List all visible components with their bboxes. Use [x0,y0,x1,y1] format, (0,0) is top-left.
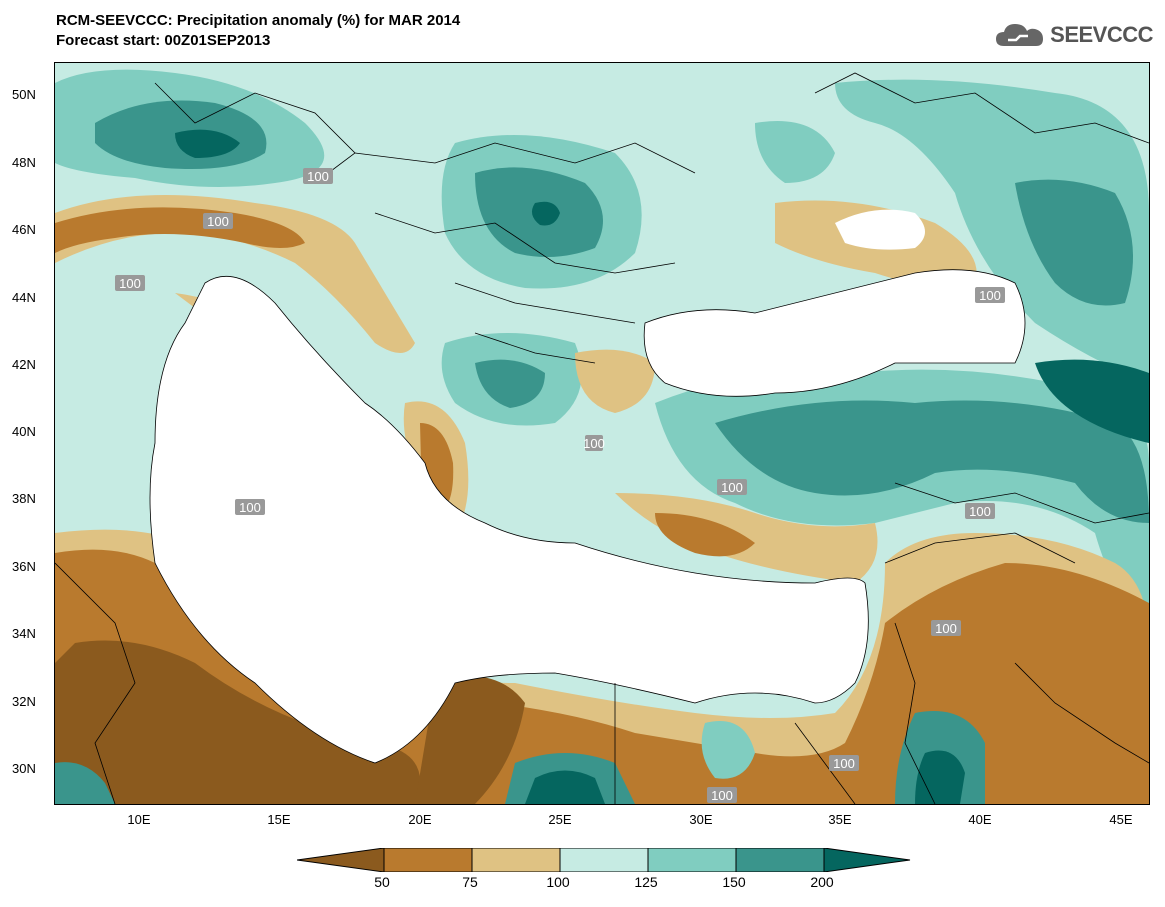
lat-label: 32N [12,694,36,709]
lat-label: 30N [12,761,36,776]
contour-label: 100 [935,621,957,636]
forecast-start-label: Forecast start: 00Z01SEP2013 [56,32,271,49]
lon-label: 20E [408,812,432,827]
lon-label: 30E [689,812,713,827]
lat-label: 34N [12,626,36,641]
logo-text: SEEVCCC [1050,22,1153,47]
contour-label: 100 [119,276,141,291]
colorbar-segment [297,848,385,872]
precipitation-anomaly-map: 100 100 100 100 100 100 100 100 100 100 … [54,62,1150,805]
lat-label: 50N [12,87,36,102]
map-canvas: 100 100 100 100 100 100 100 100 100 100 … [55,63,1149,804]
colorbar-label: 50 [374,874,390,890]
lat-label: 48N [12,155,36,170]
colorbar-segment [735,848,825,872]
lat-label: 38N [12,491,36,506]
map-title: RCM-SEEVCCC: Precipitation anomaly (%) f… [56,12,461,29]
contour-label: 100 [239,500,261,515]
colorbar-segment [383,848,473,872]
contour-label: 100 [833,756,855,771]
contour-label: 100 [969,504,991,519]
contour-label: 100 [583,436,605,451]
lon-label: 25E [548,812,572,827]
contour-label: 100 [207,214,229,229]
lon-label: 15E [267,812,291,827]
lon-label: 40E [968,812,992,827]
lat-label: 36N [12,559,36,574]
contour-label: 100 [979,288,1001,303]
colorbar-segment [471,848,561,872]
colorbar-label: 100 [546,874,570,890]
colorbar [297,848,911,872]
colorbar-label: 200 [810,874,834,890]
colorbar-label: 150 [722,874,746,890]
lat-label: 40N [12,424,36,439]
lon-label: 45E [1109,812,1133,827]
lon-label: 35E [828,812,852,827]
seevccc-logo: SEEVCCC [994,20,1153,50]
lon-label: 10E [127,812,151,827]
lat-label: 42N [12,357,36,372]
colorbar-label: 75 [462,874,478,890]
colorbar-segment [823,848,911,872]
lat-label: 44N [12,290,36,305]
colorbar-segment [647,848,737,872]
colorbar-segment [559,848,649,872]
colorbar-label: 125 [634,874,658,890]
coastlines [55,72,1149,804]
cloud-icon [996,24,1044,46]
contour-label: 100 [711,788,733,803]
lat-label: 46N [12,222,36,237]
contour-label: 100 [721,480,743,495]
contour-label: 100 [307,169,329,184]
